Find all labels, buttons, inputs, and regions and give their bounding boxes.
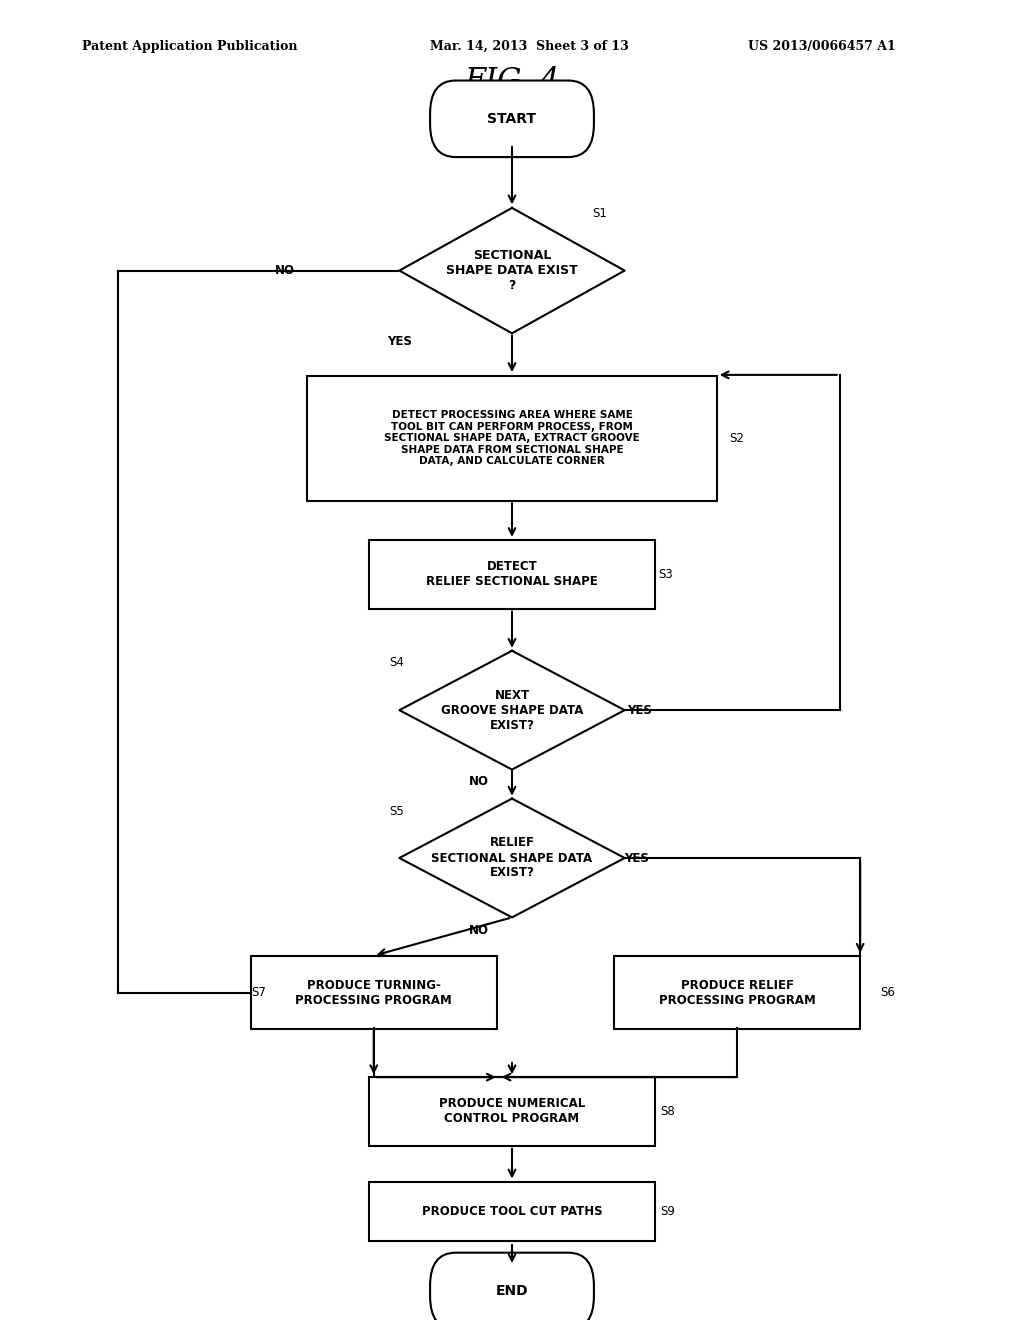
FancyBboxPatch shape — [307, 375, 717, 500]
Text: PRODUCE TOOL CUT PATHS: PRODUCE TOOL CUT PATHS — [422, 1205, 602, 1218]
Text: NO: NO — [274, 264, 295, 277]
Text: YES: YES — [628, 704, 652, 717]
Text: YES: YES — [387, 335, 412, 348]
FancyBboxPatch shape — [614, 956, 860, 1030]
Text: END: END — [496, 1284, 528, 1298]
Text: START: START — [487, 112, 537, 125]
FancyBboxPatch shape — [430, 1253, 594, 1320]
Text: S7: S7 — [251, 986, 266, 999]
Text: DETECT PROCESSING AREA WHERE SAME
TOOL BIT CAN PERFORM PROCESS, FROM
SECTIONAL S: DETECT PROCESSING AREA WHERE SAME TOOL B… — [384, 411, 640, 466]
Text: S4: S4 — [389, 656, 404, 669]
Text: FIG. 4: FIG. 4 — [464, 66, 560, 98]
Text: Mar. 14, 2013  Sheet 3 of 13: Mar. 14, 2013 Sheet 3 of 13 — [430, 40, 629, 53]
Text: YES: YES — [625, 851, 649, 865]
FancyBboxPatch shape — [369, 1183, 655, 1241]
Polygon shape — [399, 651, 625, 770]
Text: RELIEF
SECTIONAL SHAPE DATA
EXIST?: RELIEF SECTIONAL SHAPE DATA EXIST? — [431, 837, 593, 879]
Text: PRODUCE NUMERICAL
CONTROL PROGRAM: PRODUCE NUMERICAL CONTROL PROGRAM — [439, 1097, 585, 1126]
Text: NEXT
GROOVE SHAPE DATA
EXIST?: NEXT GROOVE SHAPE DATA EXIST? — [440, 689, 584, 731]
FancyBboxPatch shape — [369, 540, 655, 609]
Text: DETECT
RELIEF SECTIONAL SHAPE: DETECT RELIEF SECTIONAL SHAPE — [426, 560, 598, 589]
Text: S6: S6 — [881, 986, 896, 999]
Text: S9: S9 — [660, 1205, 676, 1218]
FancyBboxPatch shape — [430, 81, 594, 157]
Text: PRODUCE RELIEF
PROCESSING PROGRAM: PRODUCE RELIEF PROCESSING PROGRAM — [658, 978, 816, 1007]
FancyBboxPatch shape — [251, 956, 497, 1030]
Text: Patent Application Publication: Patent Application Publication — [82, 40, 297, 53]
Text: NO: NO — [469, 924, 489, 937]
Text: NO: NO — [469, 775, 489, 788]
Text: S8: S8 — [660, 1105, 675, 1118]
Polygon shape — [399, 207, 625, 333]
Polygon shape — [399, 799, 625, 917]
Text: S1: S1 — [592, 207, 607, 220]
Text: SECTIONAL
SHAPE DATA EXIST
?: SECTIONAL SHAPE DATA EXIST ? — [446, 249, 578, 292]
Text: S2: S2 — [729, 432, 744, 445]
Text: PRODUCE TURNING-
PROCESSING PROGRAM: PRODUCE TURNING- PROCESSING PROGRAM — [295, 978, 453, 1007]
Text: US 2013/0066457 A1: US 2013/0066457 A1 — [748, 40, 895, 53]
Text: S5: S5 — [389, 805, 403, 818]
FancyBboxPatch shape — [369, 1077, 655, 1146]
Text: S3: S3 — [658, 568, 673, 581]
